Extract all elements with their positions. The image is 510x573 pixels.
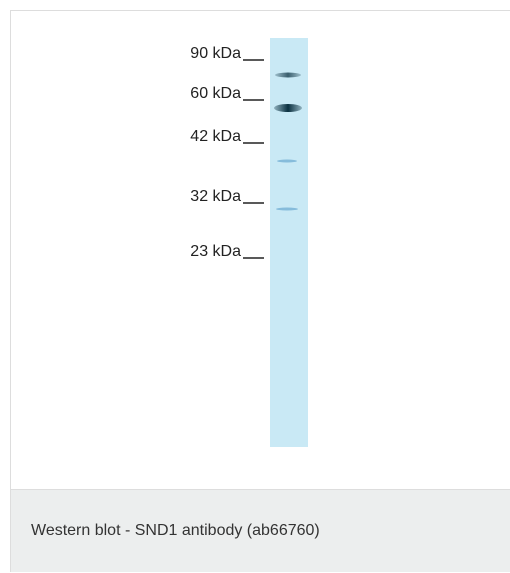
marker-group: 90 kDa 60 kDa 42 kDa 32 kDa 23 kDa: [190, 45, 264, 260]
band: [276, 208, 298, 211]
band: [274, 104, 302, 112]
marker-label: 42 kDa: [190, 128, 241, 145]
page: Western blot - SND1 antibody (ab66760) 9…: [0, 0, 510, 573]
band: [277, 160, 297, 163]
band: [275, 73, 301, 78]
caption: Western blot - SND1 antibody (ab66760): [11, 489, 510, 572]
blot-image: 90 kDa 60 kDa 42 kDa 32 kDa 23 kDa: [0, 0, 510, 488]
marker-label: 60 kDa: [190, 85, 241, 102]
marker-label: 23 kDa: [190, 243, 241, 260]
marker-label: 32 kDa: [190, 188, 241, 205]
marker-label: 90 kDa: [190, 45, 241, 62]
lane: [270, 38, 308, 447]
